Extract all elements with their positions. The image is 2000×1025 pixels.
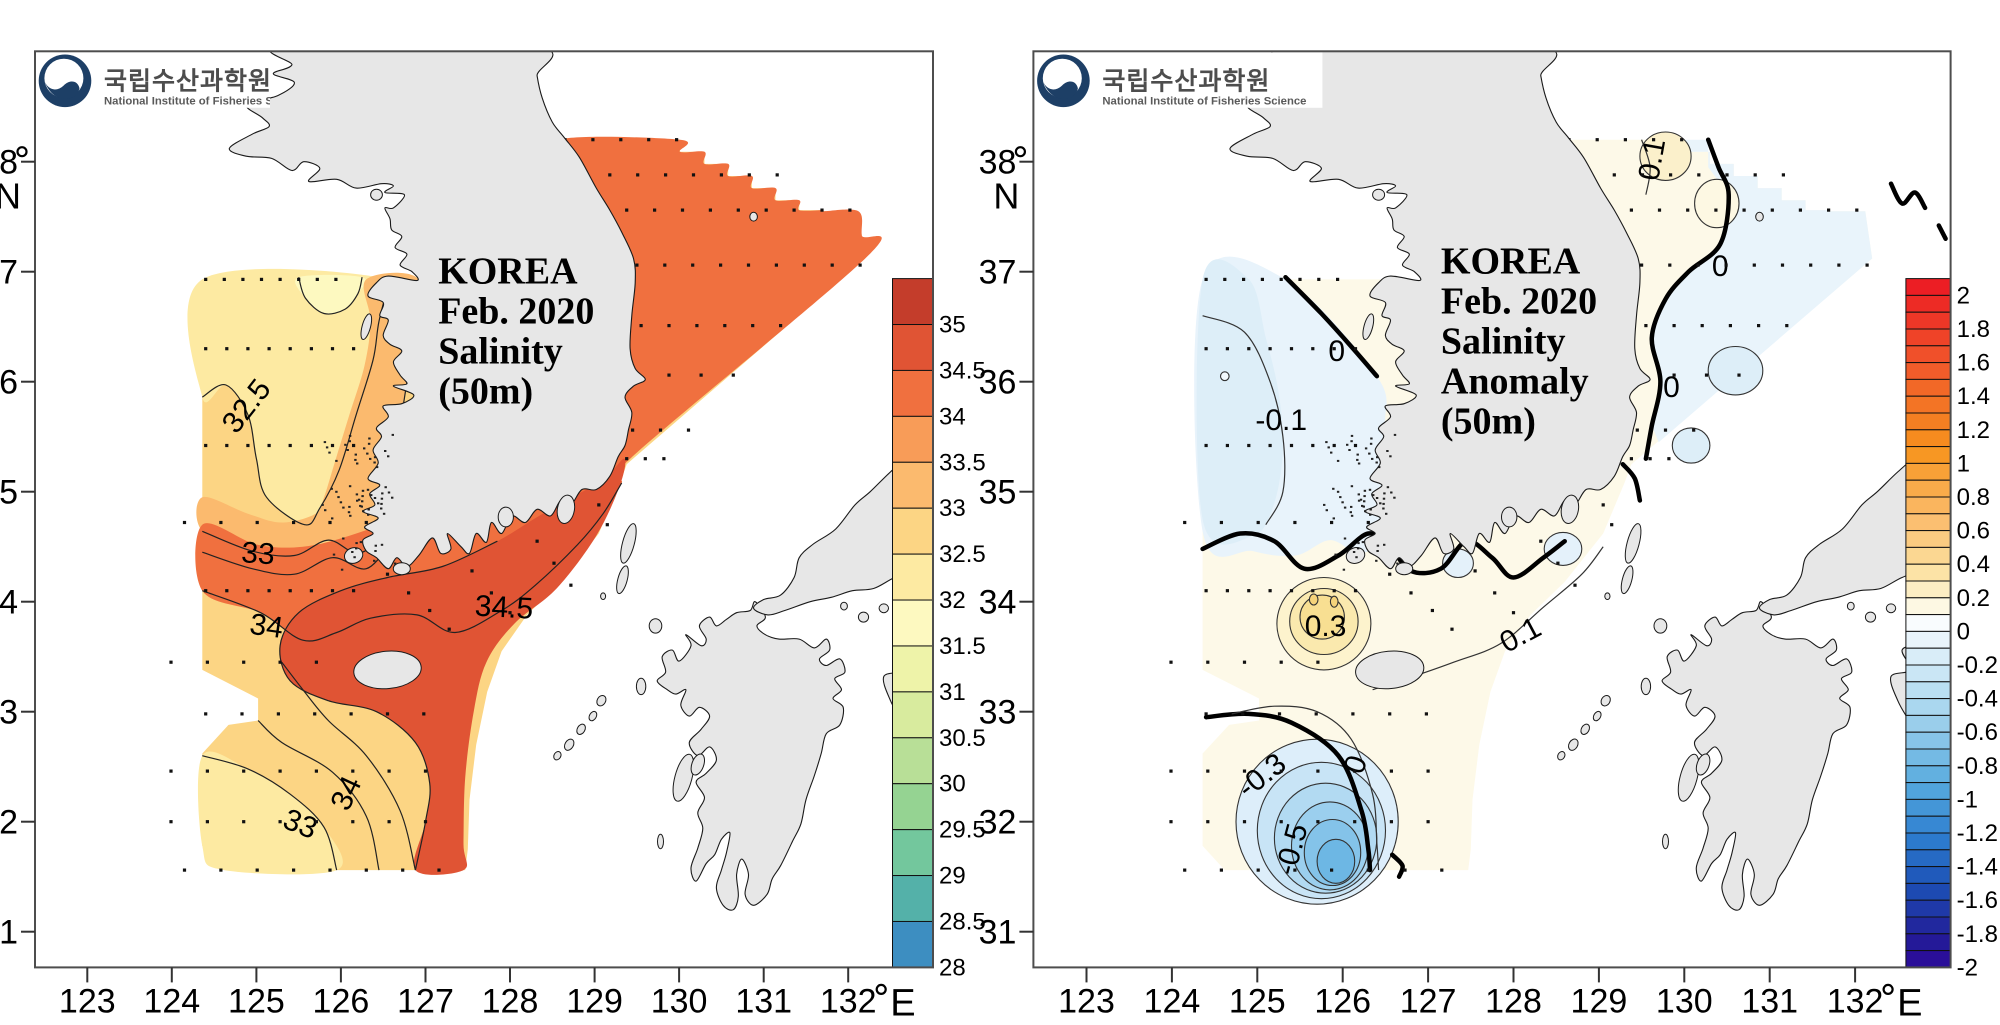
svg-text:E: E [1897,982,1922,1020]
svg-text:1.6: 1.6 [1957,350,1990,377]
svg-text:124: 124 [143,982,200,1020]
svg-text:(50m): (50m) [1441,401,1536,443]
svg-text:34: 34 [248,608,286,645]
svg-text:E: E [890,982,915,1020]
svg-text:National Institute of Fisherie: National Institute of Fisheries Science [104,95,308,107]
svg-text:37: 37 [0,254,18,292]
svg-text:31: 31 [939,679,966,706]
svg-text:-0.2: -0.2 [1957,652,1998,679]
svg-text:1: 1 [1957,450,1970,477]
svg-text:0.3: 0.3 [1305,610,1347,643]
svg-text:1.8: 1.8 [1957,316,1990,343]
svg-text:28.5: 28.5 [939,909,986,936]
svg-text:38: 38 [0,144,18,182]
svg-text:(50m): (50m) [438,370,533,412]
svg-text:0.8: 0.8 [1957,484,1990,511]
svg-text:-1: -1 [1957,786,1978,813]
svg-text:국립수산과학원: 국립수산과학원 [1102,67,1270,95]
svg-text:31: 31 [979,914,1017,952]
svg-text:31.5: 31.5 [939,633,986,660]
svg-text:132: 132 [1827,982,1884,1020]
svg-text:130: 130 [1656,982,1713,1020]
svg-text:34.5: 34.5 [474,590,534,626]
svg-text:-1.4: -1.4 [1957,854,1998,881]
svg-text:126: 126 [313,982,370,1020]
svg-text:KOREA: KOREA [1441,241,1581,283]
svg-text:0.6: 0.6 [1957,518,1990,545]
svg-text:34.5: 34.5 [939,357,986,384]
svg-text:124: 124 [1144,982,1201,1020]
svg-text:31: 31 [0,914,18,952]
svg-text:0: 0 [1663,371,1680,404]
svg-text:32: 32 [939,587,966,614]
svg-text:N: N [993,176,1019,217]
svg-text:Salinity: Salinity [1441,321,1566,363]
svg-text:34: 34 [939,403,966,430]
svg-text:127: 127 [397,982,454,1020]
svg-text:-1.2: -1.2 [1957,820,1998,847]
svg-text:0.2: 0.2 [1957,585,1990,612]
svg-text:29.5: 29.5 [939,817,986,844]
svg-text:128: 128 [1485,982,1542,1020]
svg-text:0: 0 [1712,250,1729,283]
svg-text:0.4: 0.4 [1957,551,1990,578]
svg-text:126: 126 [1314,982,1371,1020]
svg-text:33: 33 [939,495,966,522]
svg-text:0: 0 [1957,618,1970,645]
svg-text:36: 36 [0,364,18,402]
svg-text:Feb. 2020: Feb. 2020 [438,290,594,332]
svg-text:35: 35 [979,474,1017,512]
svg-text:33: 33 [0,694,18,732]
svg-text:-0.4: -0.4 [1957,686,1998,713]
svg-text:36: 36 [979,364,1017,402]
svg-text:N: N [0,176,21,217]
svg-text:Feb. 2020: Feb. 2020 [1441,281,1597,323]
svg-text:123: 123 [1058,982,1115,1020]
svg-text:125: 125 [228,982,285,1020]
svg-text:2: 2 [1957,282,1970,309]
svg-text:국립수산과학원: 국립수산과학원 [104,67,272,95]
svg-text:33: 33 [979,694,1017,732]
svg-text:35: 35 [939,312,966,339]
svg-text:32.5: 32.5 [939,541,986,568]
svg-text:123: 123 [59,982,116,1020]
svg-text:125: 125 [1229,982,1286,1020]
svg-text:34: 34 [0,584,18,622]
svg-text:National Institute of Fisherie: National Institute of Fisheries Science [1102,95,1306,107]
svg-text:Salinity: Salinity [438,330,563,372]
svg-text:132: 132 [820,982,877,1020]
svg-text:0.1: 0.1 [1632,136,1672,183]
svg-text:-1.6: -1.6 [1957,887,1998,914]
svg-text:127: 127 [1400,982,1457,1020]
svg-text:129: 129 [566,982,623,1020]
svg-text:33: 33 [240,536,276,571]
svg-text:1.4: 1.4 [1957,383,1990,410]
svg-text:131: 131 [735,982,792,1020]
svg-text:128: 128 [482,982,539,1020]
svg-text:-0.8: -0.8 [1957,753,1998,780]
svg-text:32: 32 [0,804,18,842]
svg-text:-2: -2 [1957,954,1978,981]
svg-text:30: 30 [939,771,966,798]
svg-text:30.5: 30.5 [939,725,986,752]
svg-text:38: 38 [979,144,1017,182]
svg-text:28: 28 [939,954,966,981]
svg-text:0: 0 [1328,335,1345,368]
svg-text:35: 35 [0,474,18,512]
svg-text:34: 34 [979,584,1017,622]
svg-text:32: 32 [979,804,1017,842]
svg-text:129: 129 [1571,982,1628,1020]
svg-text:-0.1: -0.1 [1255,404,1307,437]
svg-text:-1.8: -1.8 [1957,921,1998,948]
svg-text:KOREA: KOREA [438,250,578,292]
svg-text:37: 37 [979,254,1017,292]
svg-text:29: 29 [939,863,966,890]
svg-text:1.2: 1.2 [1957,417,1990,444]
svg-text:131: 131 [1741,982,1798,1020]
svg-text:Anomaly: Anomaly [1441,361,1589,403]
svg-text:33.5: 33.5 [939,449,986,476]
svg-text:130: 130 [651,982,708,1020]
svg-text:-0.6: -0.6 [1957,719,1998,746]
